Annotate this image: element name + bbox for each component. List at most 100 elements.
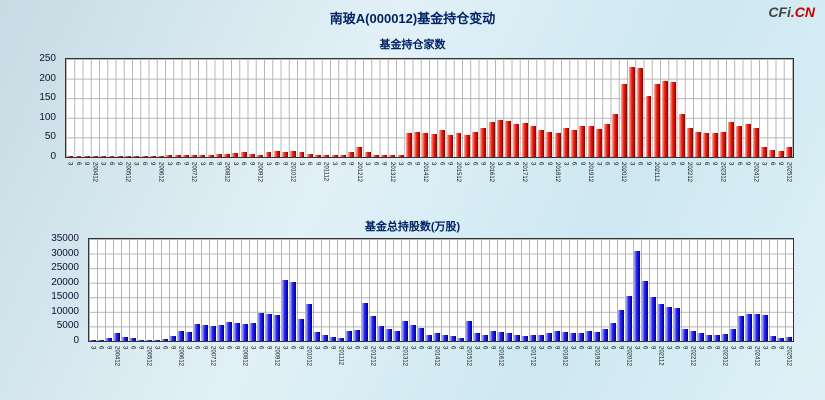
red-bar [629, 66, 635, 157]
x-axis-label: 3 [529, 162, 536, 166]
x-axis-label: 9 [297, 346, 304, 350]
x-axis-label: 201612 [497, 346, 504, 367]
red-bar [620, 84, 627, 157]
x-axis-label: 3 [562, 162, 569, 166]
y-axis-label: 5000 [56, 320, 79, 332]
x-axis-label: 202212 [686, 162, 693, 183]
red-bar [248, 153, 255, 157]
x-axis-label: 9 [713, 346, 720, 350]
red-bar [513, 123, 520, 157]
x-axis-label: 9 [489, 346, 496, 350]
x-axis-label: 9 [393, 346, 400, 350]
x-axis-label: 9 [425, 346, 432, 350]
x-axis-label: 6 [603, 162, 610, 166]
x-axis-label: 3 [628, 162, 635, 166]
x-axis-label: 3 [231, 162, 238, 166]
blue-bar [114, 332, 120, 341]
red-bar [389, 155, 396, 157]
x-axis-label: 6 [577, 346, 584, 350]
x-axis-label: 201212 [369, 346, 376, 367]
x-axis-label: 9 [182, 162, 189, 166]
red-bar [439, 129, 445, 157]
red-bar [348, 152, 355, 157]
red-bar [75, 156, 82, 157]
red-bar [678, 113, 685, 157]
x-axis-label: 3 [760, 162, 767, 166]
x-axis-label: 201312 [401, 346, 408, 367]
red-bar [711, 133, 718, 157]
red-bar [777, 151, 784, 157]
x-axis-label: 9 [137, 346, 144, 350]
x-axis-label: 200412 [91, 162, 98, 183]
x-axis-label: 6 [405, 162, 412, 166]
red-bar [662, 80, 668, 157]
x-axis-label: 6 [385, 346, 392, 350]
x-axis-label: 3 [595, 162, 602, 166]
x-axis-label: 6 [769, 346, 776, 350]
blue-bar [186, 331, 192, 341]
x-axis-label: 6 [669, 162, 676, 166]
red-bar [653, 84, 660, 157]
x-axis-label: 3 [313, 346, 320, 350]
red-bar [331, 155, 338, 157]
x-axis-label: 6 [306, 162, 313, 166]
y-axis-label: 35000 [51, 233, 79, 244]
total-shares-chart-title: 基金总持股数(万股) [364, 221, 461, 233]
red-bar [595, 128, 602, 157]
red-bar [538, 129, 545, 157]
red-bar [224, 153, 231, 157]
x-axis-label: 6 [161, 346, 168, 350]
blue-bar [242, 324, 248, 341]
blue-bar [730, 328, 736, 341]
red-bar [232, 153, 239, 157]
x-axis-label: 9 [446, 162, 453, 166]
blue-bar [106, 338, 112, 341]
x-axis-label: 201112 [337, 346, 344, 366]
x-axis-label: 6 [240, 162, 247, 166]
x-axis-label: 202012 [620, 162, 627, 183]
x-axis-label: 3 [89, 346, 96, 350]
blue-bar [754, 314, 760, 341]
x-axis-label: 3 [132, 162, 139, 166]
red-bar [645, 96, 652, 157]
red-bar [546, 131, 553, 157]
x-axis-label: 9 [83, 162, 90, 166]
red-bar [339, 154, 346, 157]
y-axis-label: 0 [50, 151, 56, 162]
x-axis-label: 3 [496, 162, 503, 166]
red-bar [422, 133, 429, 157]
x-axis-label: 9 [512, 162, 519, 166]
x-axis-label: 3 [66, 162, 73, 166]
x-axis-label: 9 [677, 162, 684, 166]
blue-bar [738, 315, 744, 341]
red-bar [480, 127, 487, 157]
red-bar [125, 156, 131, 157]
x-axis-label: 6 [339, 162, 346, 166]
total-shares-x-axis: 3 6 9 200412 3 6 9 200512 3 6 9 200612 3 6 9 200712 3 6 9 2… [88, 344, 792, 380]
x-axis-label: 202512 [785, 346, 792, 367]
y-axis-label: 30000 [51, 247, 79, 259]
red-bar [141, 156, 148, 157]
blue-bar [706, 334, 712, 341]
blue-bar [370, 315, 376, 341]
x-axis-label: 202312 [721, 346, 728, 367]
blue-bar [122, 337, 128, 341]
blue-bar [450, 336, 456, 341]
x-axis-label: 3 [633, 346, 640, 350]
red-bar [529, 125, 536, 157]
x-axis-label: 6 [372, 162, 379, 166]
red-bar [728, 121, 735, 157]
blue-bar [554, 330, 560, 341]
x-axis-label: 202012 [625, 346, 632, 367]
y-axis-label: 250 [39, 53, 56, 64]
blue-bar [690, 330, 696, 341]
x-axis-label: 201012 [305, 346, 312, 367]
x-axis-label: 200512 [124, 162, 131, 183]
x-axis-label: 6 [129, 346, 136, 350]
x-axis-label: 9 [105, 346, 112, 350]
red-bar [133, 156, 140, 157]
red-bar [496, 119, 503, 157]
red-bar [505, 120, 512, 157]
red-bar [356, 147, 363, 157]
x-axis-label: 6 [174, 162, 181, 166]
